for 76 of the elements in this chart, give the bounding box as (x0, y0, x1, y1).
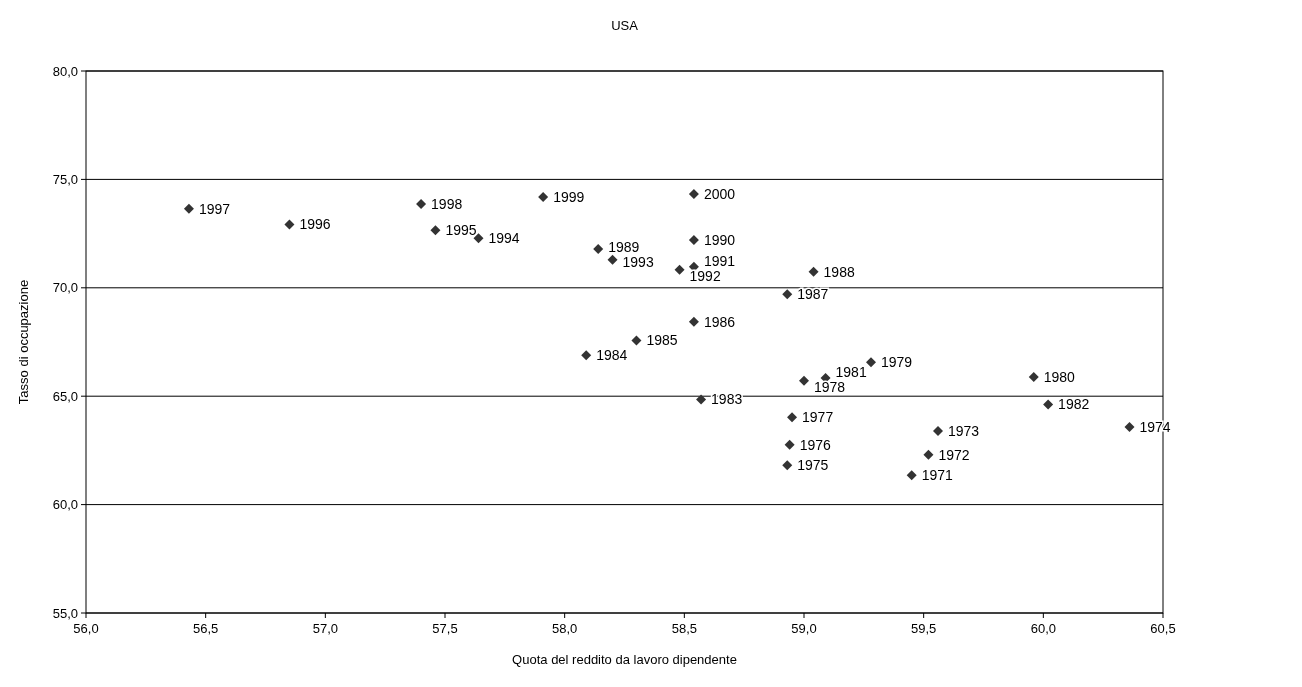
annotation: 1989 (608, 238, 640, 255)
point (416, 198, 427, 209)
point (933, 426, 944, 437)
y-tick-label: 70,0 (52, 280, 78, 296)
y-tick-label: 55,0 (52, 605, 78, 621)
x-tick-label: 60,5 (1150, 621, 1176, 636)
x-tick-label: 59,5 (911, 621, 937, 636)
point (607, 254, 618, 265)
point (782, 289, 793, 300)
annotation: 1992 (689, 267, 721, 284)
y-tick-label: 75,0 (52, 171, 78, 187)
annotation: 1998 (431, 195, 463, 212)
point (473, 233, 484, 244)
annotation: 1996 (299, 216, 331, 233)
point (688, 188, 699, 199)
point (866, 357, 877, 368)
annotation: 2000 (703, 185, 736, 202)
annotation: 1984 (596, 347, 628, 364)
point (688, 316, 699, 327)
y-tick-label: 80,0 (52, 63, 78, 79)
x-tick-label: 57,5 (432, 621, 458, 636)
point (538, 191, 549, 202)
annotation: 1975 (797, 457, 829, 474)
x-tick-label: 56,0 (73, 621, 99, 636)
annotation: 1991 (703, 252, 736, 269)
point (787, 412, 798, 423)
point (430, 225, 441, 236)
x-tick-label: 60,0 (1030, 621, 1056, 636)
annotation: 1971 (921, 467, 954, 484)
point (1043, 399, 1054, 410)
annotation: 1978 (814, 378, 846, 395)
point (799, 375, 809, 386)
annotation: 1979 (881, 354, 913, 371)
annotation: 1976 (799, 436, 831, 453)
point (631, 335, 642, 346)
annotation: 1997 (198, 200, 231, 217)
x-tick-label: 58,5 (671, 621, 697, 636)
annotation: 1980 (1043, 368, 1076, 385)
annotation: 1988 (823, 263, 855, 280)
annotation: 1993 (622, 253, 654, 270)
x-tick-label: 57,0 (312, 621, 338, 636)
point (808, 266, 819, 277)
x-tick-label: 59,0 (791, 621, 817, 636)
point (183, 203, 194, 214)
annotation: 1999 (553, 188, 585, 205)
x-axis-title: Quota del reddito da lavoro dipendente (512, 652, 737, 667)
annotation: 1972 (938, 446, 970, 463)
x-tick-label: 56,5 (193, 621, 219, 636)
point (1124, 421, 1135, 432)
point (696, 394, 707, 405)
point (784, 439, 795, 450)
annotation: 1986 (703, 313, 736, 330)
y-tick-label: 65,0 (52, 388, 78, 404)
annotation: 1994 (488, 230, 520, 247)
annotation: 1973 (948, 423, 980, 439)
point (581, 350, 592, 361)
annotation: 1987 (797, 286, 829, 303)
point (923, 449, 934, 460)
annotation: 1977 (802, 409, 834, 426)
y-axis-title: Tasso di occupazione (16, 279, 31, 405)
annotation: 1974 (1139, 418, 1171, 435)
point (674, 264, 685, 275)
point (1028, 371, 1039, 382)
annotation: 1995 (445, 222, 477, 239)
chart-title: USA (611, 18, 639, 33)
annotation: 1990 (703, 232, 736, 248)
annotation: 1982 (1058, 396, 1090, 413)
x-tick-label: 58,0 (552, 621, 578, 636)
point (284, 219, 295, 230)
y-tick-label: 60,0 (52, 497, 78, 513)
annotation: 1985 (646, 332, 678, 349)
point (688, 235, 699, 246)
point (593, 243, 604, 254)
point (906, 470, 917, 481)
point (782, 460, 793, 471)
annotation: 1981 (835, 363, 867, 380)
